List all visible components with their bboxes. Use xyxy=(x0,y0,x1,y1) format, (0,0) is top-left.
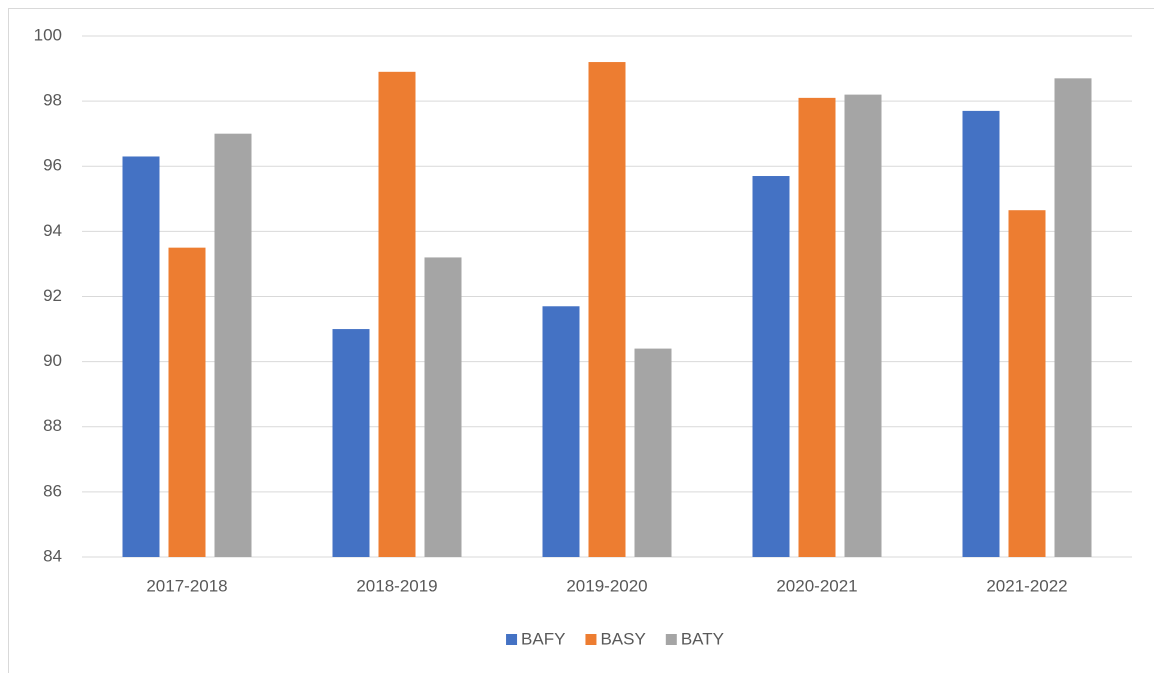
y-tick-label: 86 xyxy=(43,481,62,500)
bar xyxy=(634,348,672,557)
bar xyxy=(1008,210,1046,557)
legend-label: BAFY xyxy=(521,629,565,648)
y-tick-label: 100 xyxy=(34,25,62,44)
x-tick-label: 2020-2021 xyxy=(776,576,857,595)
y-tick-label: 96 xyxy=(43,156,62,175)
bar xyxy=(962,110,1000,558)
bar xyxy=(798,97,836,558)
x-tick-label: 2018-2019 xyxy=(356,576,437,595)
x-tick-label: 2019-2020 xyxy=(566,576,647,595)
y-tick-label: 90 xyxy=(43,351,62,370)
y-tick-label: 98 xyxy=(43,91,62,110)
y-tick-label: 94 xyxy=(43,221,62,240)
bar xyxy=(214,133,252,557)
x-tick-label: 2021-2022 xyxy=(986,576,1067,595)
y-tick-label: 88 xyxy=(43,416,62,435)
bar xyxy=(1054,78,1092,558)
bar xyxy=(588,62,626,558)
bar xyxy=(168,247,206,557)
legend-swatch xyxy=(585,634,597,645)
x-tick-label: 2017-2018 xyxy=(146,576,227,595)
bar xyxy=(424,257,462,557)
bar xyxy=(542,306,580,557)
legend-swatch xyxy=(665,634,677,645)
chart-frame xyxy=(8,8,1154,673)
bar xyxy=(332,329,370,557)
bar xyxy=(122,156,160,557)
bar xyxy=(378,71,416,557)
legend-label: BASY xyxy=(600,629,645,648)
y-tick-label: 92 xyxy=(43,286,62,305)
y-tick-label: 84 xyxy=(43,546,62,565)
legend-swatch xyxy=(506,634,518,645)
bar xyxy=(752,176,790,558)
legend-label: BATY xyxy=(681,629,724,648)
bar xyxy=(844,94,882,558)
